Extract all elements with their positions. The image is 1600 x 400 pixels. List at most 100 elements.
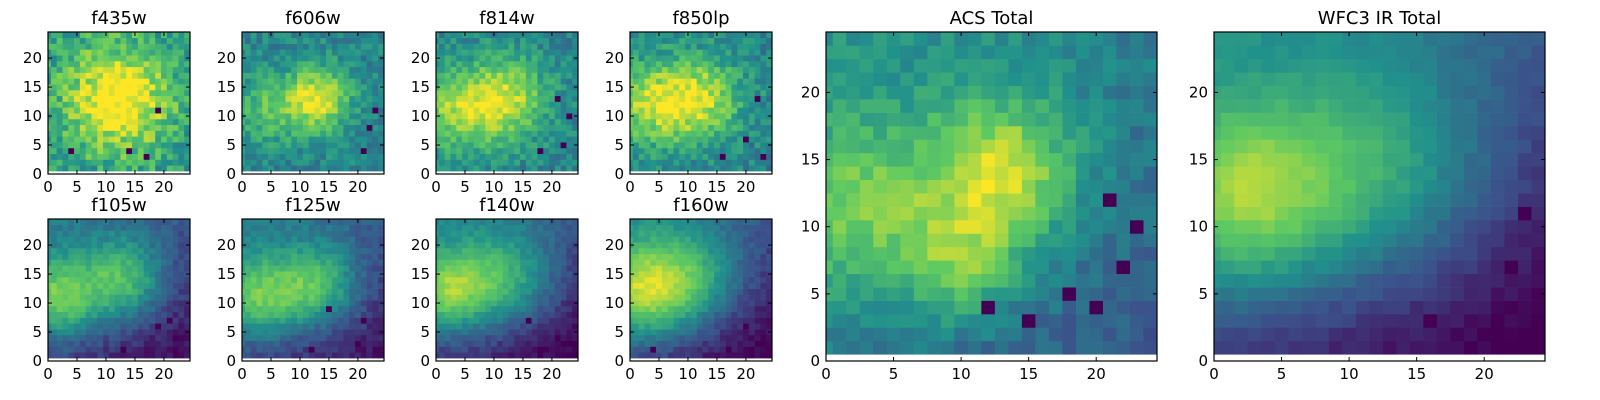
heatmap-cell [132,265,139,272]
heatmap-cell [661,323,668,330]
heatmap-cell [349,334,356,342]
heatmap-cell [525,43,532,50]
heatmap-cell [638,159,645,166]
heatmap-cell [444,265,451,272]
heatmap-cell [467,78,474,85]
heatmap-cell [91,242,98,249]
heatmap-cell [702,271,709,278]
heatmap-cell [132,107,139,114]
heatmap-cell [760,60,767,68]
heatmap-cell [644,165,651,172]
heatmap-cell [462,288,469,295]
heatmap-cell [673,43,680,50]
heatmap-cell [462,107,469,114]
heatmap-cell [690,247,697,255]
heatmap-cell [326,329,333,336]
heatmap-cell [491,113,498,120]
heatmap-cell [126,242,133,249]
heatmap-cell [737,32,744,39]
heatmap-cell [103,294,110,301]
heatmap-cell [85,95,92,102]
heatmap-cell [754,113,761,120]
heatmap-cell [279,147,286,155]
heatmap-cell [137,236,144,243]
heatmap-cell [491,49,498,56]
heatmap-cell [331,242,338,249]
heatmap-cell [97,118,104,126]
heatmap-cell [360,130,367,137]
heatmap-cell [554,329,561,336]
heatmap-cell [719,95,726,102]
heatmap-cell [543,124,550,131]
heatmap-cell [450,323,457,330]
heatmap-cell [372,147,379,155]
heatmap-cell [632,43,639,50]
heatmap-cell [273,72,280,79]
heatmap-cell [467,300,474,307]
heatmap-cell [50,72,57,79]
heatmap-cell [543,271,550,278]
heatmap-cell [355,107,362,114]
heatmap-cell [679,107,686,114]
heatmap-cell [273,66,280,73]
heatmap-cell [531,236,538,243]
heatmap-cell [731,346,738,353]
heatmap-cell [438,242,445,249]
heatmap-cell [456,340,463,347]
heatmap-cell [337,49,344,56]
heatmap-cell [79,224,86,231]
heatmap-cell [554,346,561,353]
heatmap-cell [62,118,69,126]
heatmap-cell [279,84,286,91]
heatmap-cell [531,352,538,359]
heatmap-cell [572,224,579,231]
heatmap-cell [320,101,327,108]
heatmap-cell [326,242,333,249]
heatmap-cell [178,288,185,295]
heatmap-cell [331,276,338,284]
heatmap-cell [650,101,657,108]
heatmap-cell [566,32,573,39]
heatmap-cell [679,72,686,79]
heatmap-cell [279,78,286,85]
heatmap-cell [725,236,732,243]
heatmap-cell [531,49,538,56]
heatmap-cell [737,118,744,126]
heatmap-cell [537,95,544,102]
heatmap-cell [644,265,651,272]
heatmap-cell [62,113,69,120]
heatmap-cell [549,224,556,231]
heatmap-cell [685,265,692,272]
heatmap-cell [479,271,486,278]
heatmap-cell [320,43,327,50]
heatmap-cell [731,340,738,347]
heatmap-cell [108,242,115,249]
heatmap-cell [308,84,315,91]
heatmap-cell [285,276,292,284]
heatmap-cell [743,230,750,237]
heatmap-cell [566,334,573,342]
heatmap-cell [91,32,98,39]
heatmap-cell [685,89,692,97]
heatmap-cell [262,60,269,68]
heatmap-cell [120,323,127,330]
heatmap-cell [337,130,344,137]
heatmap-cell [343,153,350,160]
heatmap-cell [638,130,645,137]
heatmap-cell [754,49,761,56]
heatmap-cell [496,153,503,160]
heatmap-cell [349,224,356,231]
heatmap-cell [554,32,561,39]
heatmap-cell [554,230,561,237]
heatmap-cell [656,49,663,56]
heatmap-cell [74,113,81,120]
heatmap-cell [566,317,573,324]
heatmap-cell [708,95,715,102]
heatmap-cell [74,124,81,131]
heatmap-cell [644,311,651,318]
heatmap-cell [337,118,344,126]
heatmap-cell [172,124,179,131]
heatmap-cell [450,224,457,231]
heatmap-cell [79,259,86,266]
heatmap-cell [291,101,298,108]
